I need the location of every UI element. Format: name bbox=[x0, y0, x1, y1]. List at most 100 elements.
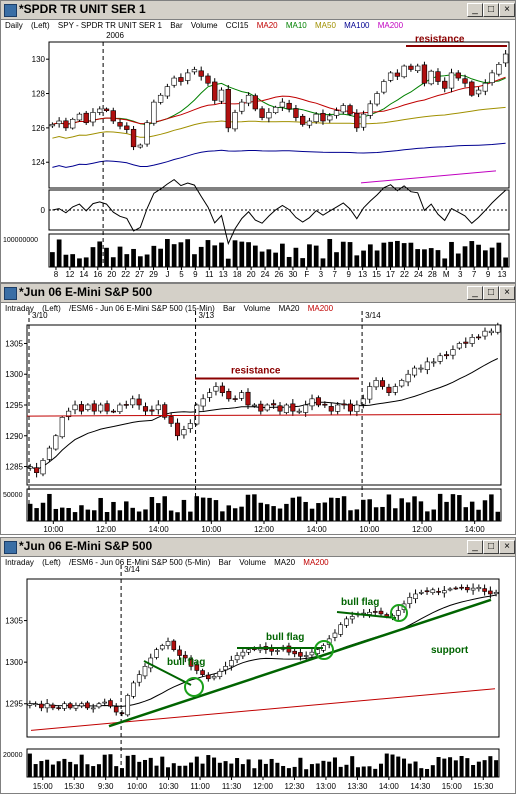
window-titlebar[interactable]: *Jun 06 E-Mini S&P 500 _ □ × bbox=[1, 538, 515, 557]
candle-body bbox=[97, 108, 103, 113]
es5-chart-svg: 1305 1300 1295 20000 15:00 15:30 9:30 10:00 10:3… bbox=[3, 565, 500, 791]
candle-body bbox=[198, 70, 204, 77]
volume-bar bbox=[444, 501, 449, 521]
volume-bar bbox=[380, 506, 385, 521]
close-button[interactable]: × bbox=[499, 3, 515, 17]
volume-bar bbox=[280, 243, 285, 267]
volume-bar bbox=[66, 507, 71, 521]
candle-body bbox=[373, 380, 379, 388]
close-button[interactable]: × bbox=[499, 540, 515, 554]
candle-body bbox=[218, 89, 225, 102]
candle-body bbox=[200, 398, 206, 407]
candle-body bbox=[328, 406, 334, 412]
x-tick-label: 14:00 bbox=[465, 525, 486, 534]
volume-bar bbox=[143, 509, 148, 521]
candle-body bbox=[264, 404, 270, 411]
x-tick-label: 3 bbox=[458, 270, 463, 279]
volume-bar bbox=[83, 257, 89, 267]
bull-flag-line bbox=[143, 660, 192, 686]
candle-body bbox=[300, 115, 306, 125]
maximize-button[interactable]: □ bbox=[483, 540, 499, 554]
minimize-button[interactable]: _ bbox=[467, 540, 483, 554]
volume-bar bbox=[124, 254, 130, 267]
volume-bar bbox=[476, 244, 481, 267]
volume-bar bbox=[269, 758, 274, 777]
period-label: Intraday bbox=[5, 304, 34, 313]
candle-body bbox=[206, 674, 211, 680]
volume-bar bbox=[207, 497, 212, 521]
x-tick-label: 5 bbox=[179, 270, 184, 279]
volume-bar bbox=[62, 758, 67, 777]
symbol-label: /ESM6 - Jun 06 E-Mini S&P 500 (5-Min) bbox=[69, 558, 211, 567]
volume-bar bbox=[114, 766, 119, 777]
volume-bar bbox=[130, 507, 135, 521]
candle-body bbox=[212, 81, 218, 101]
volume-bar bbox=[435, 250, 441, 267]
candle-body bbox=[63, 120, 69, 129]
candle-body bbox=[252, 95, 258, 110]
candle-body bbox=[53, 435, 59, 450]
volume-bar bbox=[154, 765, 159, 777]
window-titlebar[interactable]: *SPDR TR UNIT SER 1 _ □ × bbox=[1, 1, 515, 20]
y-tick-label: 1305 bbox=[5, 617, 23, 626]
candle-body bbox=[124, 125, 130, 130]
candle-body bbox=[381, 81, 387, 93]
volume-bar bbox=[298, 757, 303, 777]
maximize-button[interactable]: □ bbox=[483, 286, 499, 300]
candle-body bbox=[181, 429, 187, 436]
maximize-button[interactable]: □ bbox=[483, 3, 499, 17]
window-titlebar[interactable]: *Jun 06 E-Mini S&P 500 _ □ × bbox=[1, 284, 515, 303]
candle-body bbox=[502, 53, 509, 64]
volume-bar bbox=[415, 249, 421, 267]
x-tick-label: 13:30 bbox=[347, 782, 368, 791]
volume-bar bbox=[329, 497, 334, 521]
volume-bar bbox=[92, 510, 97, 521]
volume-bar bbox=[225, 258, 231, 267]
price-pane-frame bbox=[26, 578, 500, 738]
x-tick-label: 22 bbox=[121, 270, 130, 279]
candle-body bbox=[44, 703, 50, 709]
chart-window-icon bbox=[4, 4, 17, 17]
ma200-label: MA200 bbox=[303, 558, 329, 567]
volume-bar bbox=[131, 754, 136, 777]
candle-body bbox=[171, 640, 177, 650]
volume-bar bbox=[198, 246, 204, 267]
minimize-button[interactable]: _ bbox=[467, 286, 483, 300]
volume-bar bbox=[401, 243, 407, 267]
candle-body bbox=[395, 610, 401, 616]
candle-body bbox=[266, 112, 272, 119]
volume-bar bbox=[205, 240, 211, 267]
candle-body bbox=[91, 403, 97, 412]
volume-bar bbox=[399, 498, 404, 521]
candle-body bbox=[489, 72, 495, 83]
candle-body bbox=[56, 707, 61, 709]
candle-body bbox=[349, 616, 355, 620]
volume-bar bbox=[246, 242, 251, 267]
volume-bar bbox=[428, 248, 434, 267]
candle-body bbox=[110, 110, 116, 122]
x-tick-label: 9 bbox=[193, 270, 198, 279]
candle-body bbox=[347, 105, 353, 115]
minimize-button[interactable]: _ bbox=[467, 3, 483, 17]
candle-body bbox=[207, 392, 213, 398]
volume-bar bbox=[264, 504, 270, 521]
candle-body bbox=[171, 77, 177, 86]
close-button[interactable]: × bbox=[499, 286, 515, 300]
volume-bar bbox=[178, 242, 184, 267]
symbol-label: SPY - SPDR TR UNIT SER 1 bbox=[57, 21, 162, 30]
candle-body bbox=[151, 101, 157, 124]
support-trendline bbox=[108, 598, 492, 728]
candle-body bbox=[313, 113, 319, 123]
volume-label: Volume bbox=[239, 558, 266, 567]
volume-bar bbox=[125, 755, 130, 777]
candle-body bbox=[448, 72, 455, 89]
volume-bar bbox=[482, 250, 488, 267]
candle-body bbox=[431, 361, 437, 364]
volume-bar bbox=[185, 239, 191, 267]
candle-body bbox=[108, 700, 113, 707]
candle-body bbox=[131, 682, 136, 697]
volume-bar bbox=[258, 502, 264, 521]
volume-bar bbox=[341, 496, 347, 521]
x-tick-label: 14 bbox=[79, 270, 88, 279]
candle-body bbox=[320, 113, 326, 122]
